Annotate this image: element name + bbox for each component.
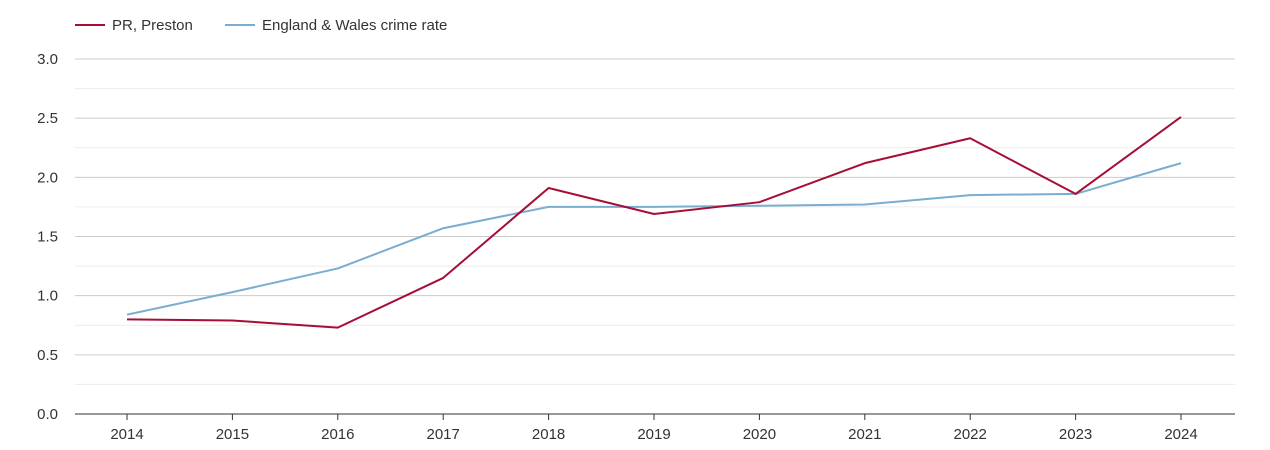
y-tick-label: 2.0: [37, 169, 58, 186]
x-tick-label: 2016: [321, 426, 354, 443]
y-tick-label: 3.0: [37, 51, 58, 68]
x-axis-ticks: 2014 2015 2016 2017 2018 2019 2020 2021 2022 2023…: [110, 414, 1197, 443]
y-tick-label: 0.0: [37, 406, 58, 423]
x-tick-label: 2020: [743, 426, 776, 443]
x-tick-label: 2014: [110, 426, 143, 443]
legend-label-england-wales: England & Wales crime rate: [262, 17, 447, 34]
y-tick-label: 0.5: [37, 347, 58, 364]
gridlines: [75, 59, 1235, 414]
chart-container: PR, Preston England & Wales crime rate 0…: [0, 0, 1270, 450]
legend: PR, Preston England & Wales crime rate: [75, 17, 447, 34]
y-tick-label: 1.0: [37, 288, 58, 305]
y-axis-ticks: 0.0 0.5 1.0 1.5 2.0 2.5 3.0: [37, 51, 58, 423]
series-line-england-wales: [127, 163, 1181, 314]
x-tick-label: 2024: [1164, 426, 1197, 443]
x-tick-label: 2017: [427, 426, 460, 443]
y-tick-label: 2.5: [37, 110, 58, 127]
x-tick-label: 2022: [954, 426, 987, 443]
x-tick-label: 2021: [848, 426, 881, 443]
y-tick-label: 1.5: [37, 229, 58, 246]
legend-label-preston: PR, Preston: [112, 17, 193, 34]
x-tick-label: 2018: [532, 426, 565, 443]
line-chart: PR, Preston England & Wales crime rate 0…: [0, 0, 1270, 450]
x-tick-label: 2019: [637, 426, 670, 443]
x-tick-label: 2023: [1059, 426, 1092, 443]
x-tick-label: 2015: [216, 426, 249, 443]
